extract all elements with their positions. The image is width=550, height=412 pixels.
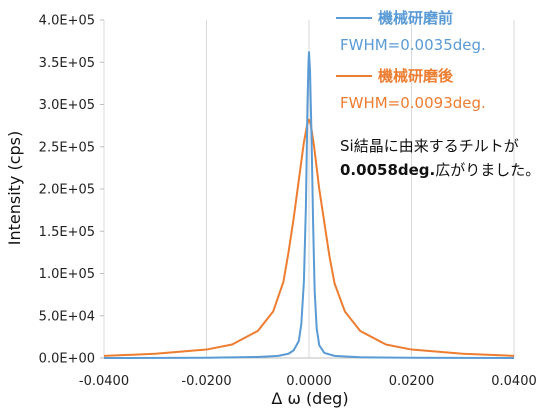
tilt-note: Si結晶に由来するチルトが 0.0058deg.広がりました。 bbox=[340, 134, 545, 182]
note-rest: 広がりました。 bbox=[435, 161, 541, 179]
y-tick-label: 1.5E+05 bbox=[39, 225, 95, 240]
legend-label-before-polish: 機械研磨前 bbox=[378, 9, 453, 27]
y-tick-label: 2.5E+05 bbox=[39, 140, 95, 155]
series-line-after-polish bbox=[103, 118, 515, 357]
y-tick-label: 2.0E+05 bbox=[39, 183, 95, 198]
y-axis-label: Intensity (cps) bbox=[5, 131, 24, 246]
y-tick-label: 0.0E+00 bbox=[39, 352, 95, 367]
note-line1: Si結晶に由来するチルトが bbox=[340, 137, 519, 155]
x-tick-label: 0.0000 bbox=[286, 374, 332, 389]
x-tick-label: -0.0400 bbox=[79, 374, 129, 389]
y-tick-label: 4.0E+05 bbox=[39, 14, 95, 29]
note-line2: 0.0058deg.広がりました。 bbox=[340, 158, 545, 182]
legend: 機械研磨前 FWHM=0.0035deg. 機械研磨後 FWHM=0.0093deg. bbox=[336, 9, 486, 112]
note-value: 0.0058deg. bbox=[340, 161, 436, 179]
y-tick-label: 3.0E+05 bbox=[39, 98, 95, 113]
x-axis-label: Δ ω (deg) bbox=[271, 389, 348, 408]
y-tick-label: 3.5E+05 bbox=[39, 56, 95, 71]
x-tick-label: -0.0200 bbox=[181, 374, 231, 389]
tick-labels: -0.0400 -0.0200 0.0000 0.0200 0.0400 0.0E+00 5… bbox=[39, 14, 537, 390]
series-line-before-polish bbox=[103, 51, 515, 359]
legend-fwhm-after-polish: FWHM=0.0093deg. bbox=[340, 94, 486, 112]
legend-label-after-polish: 機械研磨後 bbox=[378, 67, 454, 85]
y-tick-label: 1.0E+05 bbox=[39, 267, 95, 282]
series-lines bbox=[103, 51, 515, 359]
legend-fwhm-before-polish: FWHM=0.0035deg. bbox=[340, 36, 486, 54]
x-tick-label: 0.0400 bbox=[491, 374, 537, 389]
x-tick-label: 0.0200 bbox=[389, 374, 435, 389]
y-tick-label: 5.0E+04 bbox=[39, 309, 95, 324]
